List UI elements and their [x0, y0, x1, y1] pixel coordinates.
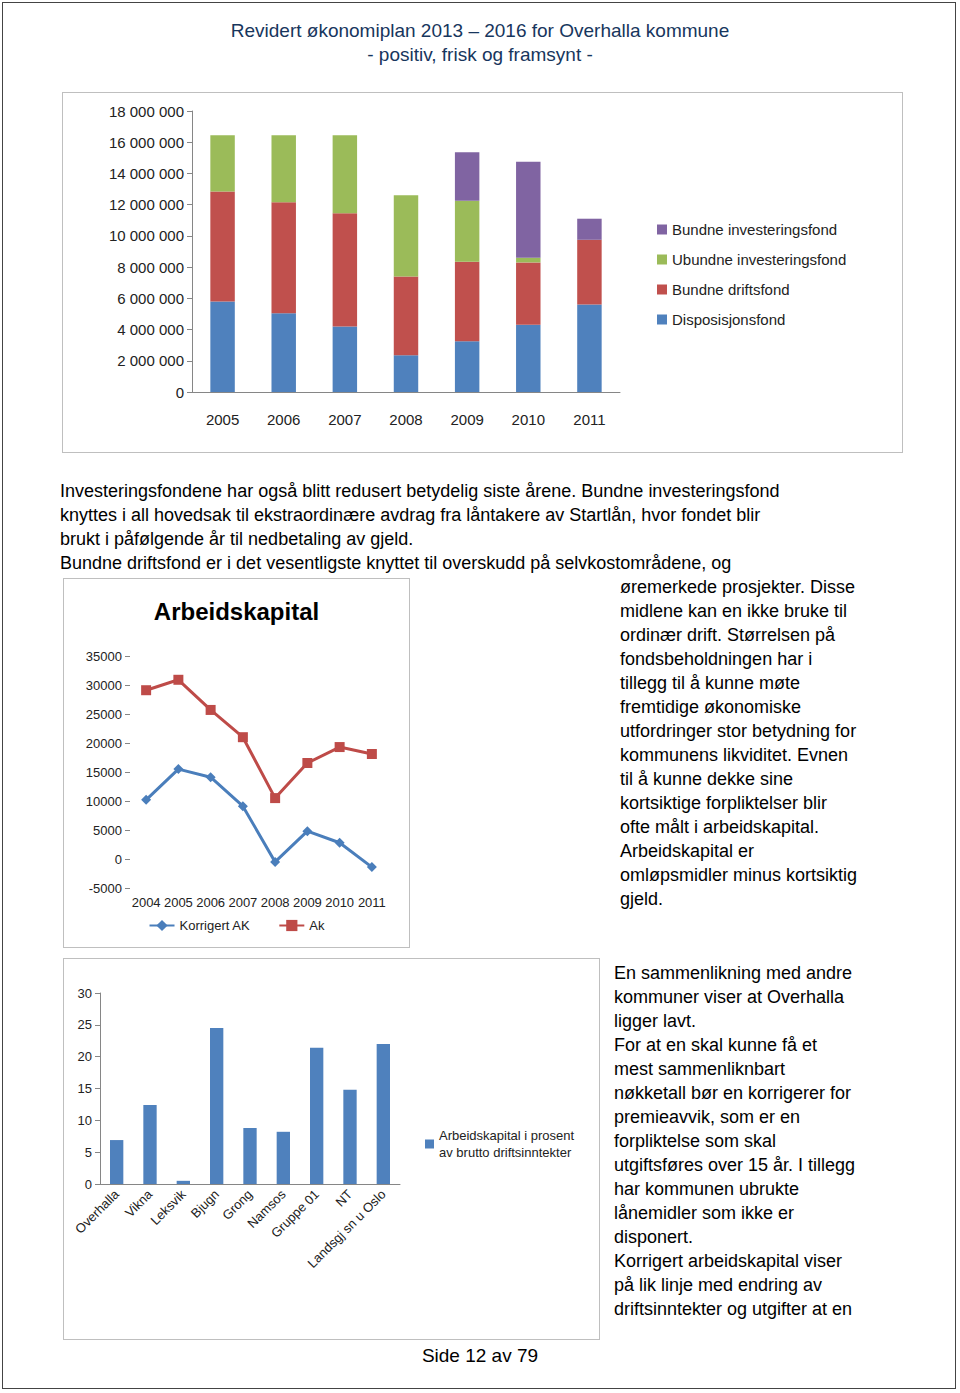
svg-text:12 000 000: 12 000 000: [109, 196, 184, 213]
html-text:brukt i påfølgende år til nedb: brukt i påfølgende år til nedbetaling av…: [60, 529, 414, 549]
svg-text:0: 0: [115, 852, 122, 867]
svg-text:5000: 5000: [93, 823, 122, 838]
svg-text:-5000: -5000: [89, 881, 122, 896]
svg-text:Bundne driftsfond: Bundne driftsfond: [672, 281, 790, 298]
html-text:Side 12 av 79: Side 12 av 79: [421, 1345, 539, 1366]
svg-text:av brutto driftsinntekter: av brutto driftsinntekter: [439, 1145, 572, 1160]
svg-text:25000: 25000: [86, 707, 122, 722]
svg-text:2010: 2010: [325, 895, 354, 910]
svg-text:2011: 2011: [358, 895, 386, 910]
svg-text:30000: 30000: [86, 678, 122, 693]
svg-text:5: 5: [85, 1145, 92, 1160]
svg-text:Namsos: Namsos: [244, 1186, 289, 1231]
html-text:til å kunne dekke sine: til å kunne dekke sine: [620, 769, 794, 789]
svg-text:16 000 000: 16 000 000: [109, 134, 184, 151]
svg-text:2009: 2009: [293, 895, 322, 910]
html-text:kommunens likviditet. Evnen: kommunens likviditet. Evnen: [620, 745, 849, 765]
svg-text:2007: 2007: [228, 895, 257, 910]
svg-text:2006: 2006: [267, 411, 300, 428]
svg-text:Disposisjonsfond: Disposisjonsfond: [672, 311, 785, 328]
html-text:tillegg til å kunne møte: tillegg til å kunne møte: [620, 673, 801, 693]
svg-text:2010: 2010: [512, 411, 545, 428]
svg-text:20: 20: [78, 1049, 92, 1064]
svg-text:0: 0: [85, 1177, 92, 1192]
html-text:Korrigert arbeidskapital viser: Korrigert arbeidskapital viser: [614, 1251, 843, 1271]
svg-text:2009: 2009: [450, 411, 483, 428]
svg-text:Bundne investeringsfond: Bundne investeringsfond: [672, 221, 837, 238]
svg-text:25: 25: [78, 1017, 92, 1032]
html-text:ordinær drift. Størrelsen på: ordinær drift. Størrelsen på: [620, 625, 836, 645]
svg-text:Ubundne investeringsfond: Ubundne investeringsfond: [672, 251, 846, 268]
svg-text:Arbeidskapital: Arbeidskapital: [154, 598, 319, 625]
html-text:omløpsmidler minus kortsiktig: omløpsmidler minus kortsiktig: [620, 865, 858, 885]
svg-text:Bjugn: Bjugn: [188, 1187, 222, 1221]
svg-text:18 000 000: 18 000 000: [109, 103, 184, 120]
svg-text:10000: 10000: [86, 794, 122, 809]
svg-text:Ak: Ak: [309, 918, 325, 933]
svg-text:2008: 2008: [389, 411, 422, 428]
svg-text:0: 0: [176, 384, 184, 401]
html-text:driftsinntekter og utgifter at: driftsinntekter og utgifter at en: [614, 1299, 853, 1319]
svg-text:10: 10: [78, 1113, 92, 1128]
svg-text:2007: 2007: [328, 411, 361, 428]
svg-text:2005: 2005: [164, 895, 193, 910]
html-text:mest sammenliknbart: mest sammenliknbart: [614, 1059, 786, 1079]
svg-text:6 000 000: 6 000 000: [117, 290, 184, 307]
svg-text:15000: 15000: [86, 765, 122, 780]
svg-text:Landsgj sn u Oslo: Landsgj sn u Oslo: [305, 1187, 389, 1271]
svg-text:20000: 20000: [86, 736, 122, 751]
html-text:premieavvik, som er en: premieavvik, som er en: [614, 1107, 801, 1127]
svg-text:8 000 000: 8 000 000: [117, 259, 184, 276]
svg-text:14 000 000: 14 000 000: [109, 165, 184, 182]
svg-text:Leksvik: Leksvik: [147, 1186, 189, 1228]
svg-text:4 000 000: 4 000 000: [117, 321, 184, 338]
html-text:kortsiktige forpliktelser blir: kortsiktige forpliktelser blir: [620, 793, 828, 813]
html-text:midlene kan en ikke bruke til: midlene kan en ikke bruke til: [620, 601, 848, 621]
html-text:En sammenlikning med andre: En sammenlikning med andre: [614, 963, 853, 983]
svg-text:30: 30: [78, 986, 92, 1001]
svg-text:Grong: Grong: [219, 1186, 256, 1223]
svg-text:Korrigert AK: Korrigert AK: [180, 918, 250, 933]
html-text:øremerkede prosjekter. Disse: øremerkede prosjekter. Disse: [620, 577, 856, 597]
svg-text:2005: 2005: [206, 411, 239, 428]
svg-text:15: 15: [78, 1081, 92, 1096]
svg-text:Vikna: Vikna: [121, 1186, 156, 1221]
html-text:Arbeidskapital er: Arbeidskapital er: [620, 841, 755, 861]
svg-text:35000: 35000: [86, 649, 122, 664]
html-text:ofte målt i arbeidskapital.: ofte målt i arbeidskapital.: [620, 817, 820, 837]
html-text:har kommunen ubrukte: har kommunen ubrukte: [614, 1179, 800, 1199]
html-text:knyttes i all hovedsak til eks: knyttes i all hovedsak til ekstraordinær…: [60, 505, 761, 525]
html-text:på lik linje med endring av: på lik linje med endring av: [614, 1275, 823, 1295]
html-text:utfordringer stor betydning fo: utfordringer stor betydning for: [620, 721, 857, 741]
html-text:Investeringsfondene har også b: Investeringsfondene har også blitt redus…: [60, 481, 780, 501]
html-text:kommuner viser at Overhalla: kommuner viser at Overhalla: [614, 987, 845, 1007]
html-text:Bundne driftsfond er i det ves: Bundne driftsfond er i det vesentligste …: [60, 553, 732, 573]
svg-text:Arbeidskapital i prosent: Arbeidskapital i prosent: [439, 1128, 578, 1143]
html-text:fondsbeholdningen har i: fondsbeholdningen har i: [620, 649, 813, 669]
svg-text:Gruppe 01: Gruppe 01: [268, 1187, 322, 1241]
html-text:utgiftsføres over 15 år. I til: utgiftsføres over 15 år. I tillegg: [614, 1155, 856, 1175]
svg-text:2004: 2004: [132, 895, 161, 910]
html-text:nøkketall bør en korrigerer fo: nøkketall bør en korrigerer for: [614, 1083, 852, 1103]
html-text:- positiv, frisk og framsynt -: - positiv, frisk og framsynt -: [367, 44, 593, 65]
html-text:For at en skal kunne få et: For at en skal kunne få et: [614, 1035, 818, 1055]
html-text:disponert.: disponert.: [614, 1227, 694, 1247]
svg-text:NT: NT: [332, 1187, 355, 1210]
svg-text:2 000 000: 2 000 000: [117, 352, 184, 369]
html-text:Revidert økonomiplan 2013 – 20: Revidert økonomiplan 2013 – 2016 for Ove…: [230, 20, 730, 41]
svg-text:Overhalla: Overhalla: [72, 1186, 122, 1236]
html-text:lånemidler som ikke er: lånemidler som ikke er: [614, 1203, 795, 1223]
svg-text:2011: 2011: [573, 411, 605, 428]
svg-text:10 000 000: 10 000 000: [109, 227, 184, 244]
html-text:ligger lavt.: ligger lavt.: [614, 1011, 696, 1031]
html-text:fremtidige økonomiske: fremtidige økonomiske: [620, 697, 802, 717]
svg-text:2008: 2008: [261, 895, 290, 910]
html-text:gjeld.: gjeld.: [620, 889, 663, 909]
html-text:forpliktelse som skal: forpliktelse som skal: [614, 1131, 777, 1151]
svg-text:2006: 2006: [196, 895, 225, 910]
